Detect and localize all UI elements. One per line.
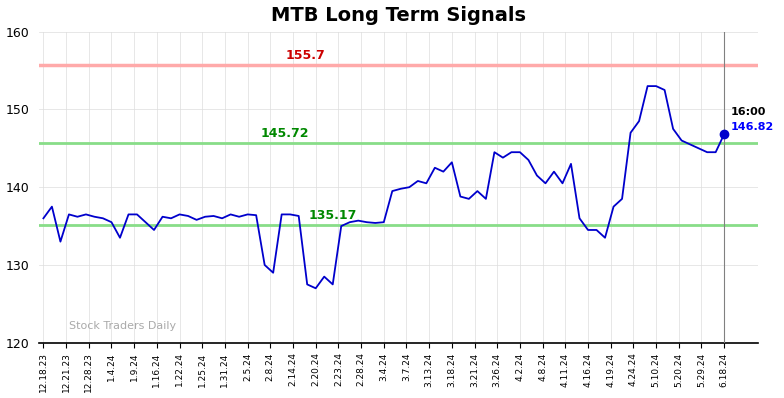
Text: Stock Traders Daily: Stock Traders Daily [69, 321, 176, 331]
Title: MTB Long Term Signals: MTB Long Term Signals [271, 6, 526, 25]
Text: 135.17: 135.17 [309, 209, 357, 222]
Text: 145.72: 145.72 [260, 127, 309, 140]
Text: 16:00: 16:00 [731, 107, 766, 117]
Text: 155.7: 155.7 [285, 49, 325, 62]
Text: 146.82: 146.82 [731, 122, 775, 132]
